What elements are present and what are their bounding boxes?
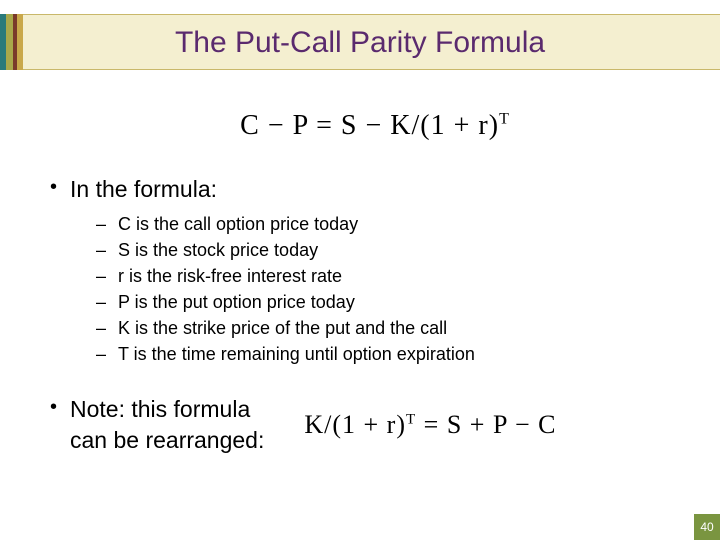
title-band: The Put-Call Parity Formula xyxy=(0,14,720,70)
formula-main-exponent: T xyxy=(499,111,510,128)
rearranged-formula: K/(1 + r)T = S + P − C xyxy=(304,410,556,440)
decor-stripe-4 xyxy=(17,14,23,70)
definition-list: C is the call option price today S is th… xyxy=(96,211,680,368)
def-p: P is the put option price today xyxy=(96,289,680,315)
left-decoration xyxy=(0,14,30,70)
formula-rearr-right: = S + P − C xyxy=(416,410,556,439)
formula-main-body: C − P = S − K/(1 + r) xyxy=(240,110,499,141)
def-r: r is the risk-free interest rate xyxy=(96,263,680,289)
def-c: C is the call option price today xyxy=(96,211,680,237)
formula-rearr-exponent: T xyxy=(406,411,416,427)
note-line-1: Note: this formula xyxy=(70,396,250,422)
decor-stripe-2 xyxy=(6,14,13,70)
formula-rearr-left: K/(1 + r) xyxy=(304,410,406,439)
content-area: C − P = S − K/(1 + r)T In the formula: C… xyxy=(0,80,720,456)
slide-number: 40 xyxy=(694,514,720,540)
bullet-intro: In the formula: xyxy=(70,176,680,203)
slide-title: The Put-Call Parity Formula xyxy=(0,15,720,71)
main-formula: C − P = S − K/(1 + r)T xyxy=(70,110,680,142)
note-text: Note: this formula can be rearranged: xyxy=(70,394,264,456)
def-t: T is the time remaining until option exp… xyxy=(96,341,680,367)
def-k: K is the strike price of the put and the… xyxy=(96,315,680,341)
note-row: Note: this formula can be rearranged: K/… xyxy=(70,394,680,456)
note-line-2: can be rearranged: xyxy=(70,427,264,453)
def-s: S is the stock price today xyxy=(96,237,680,263)
